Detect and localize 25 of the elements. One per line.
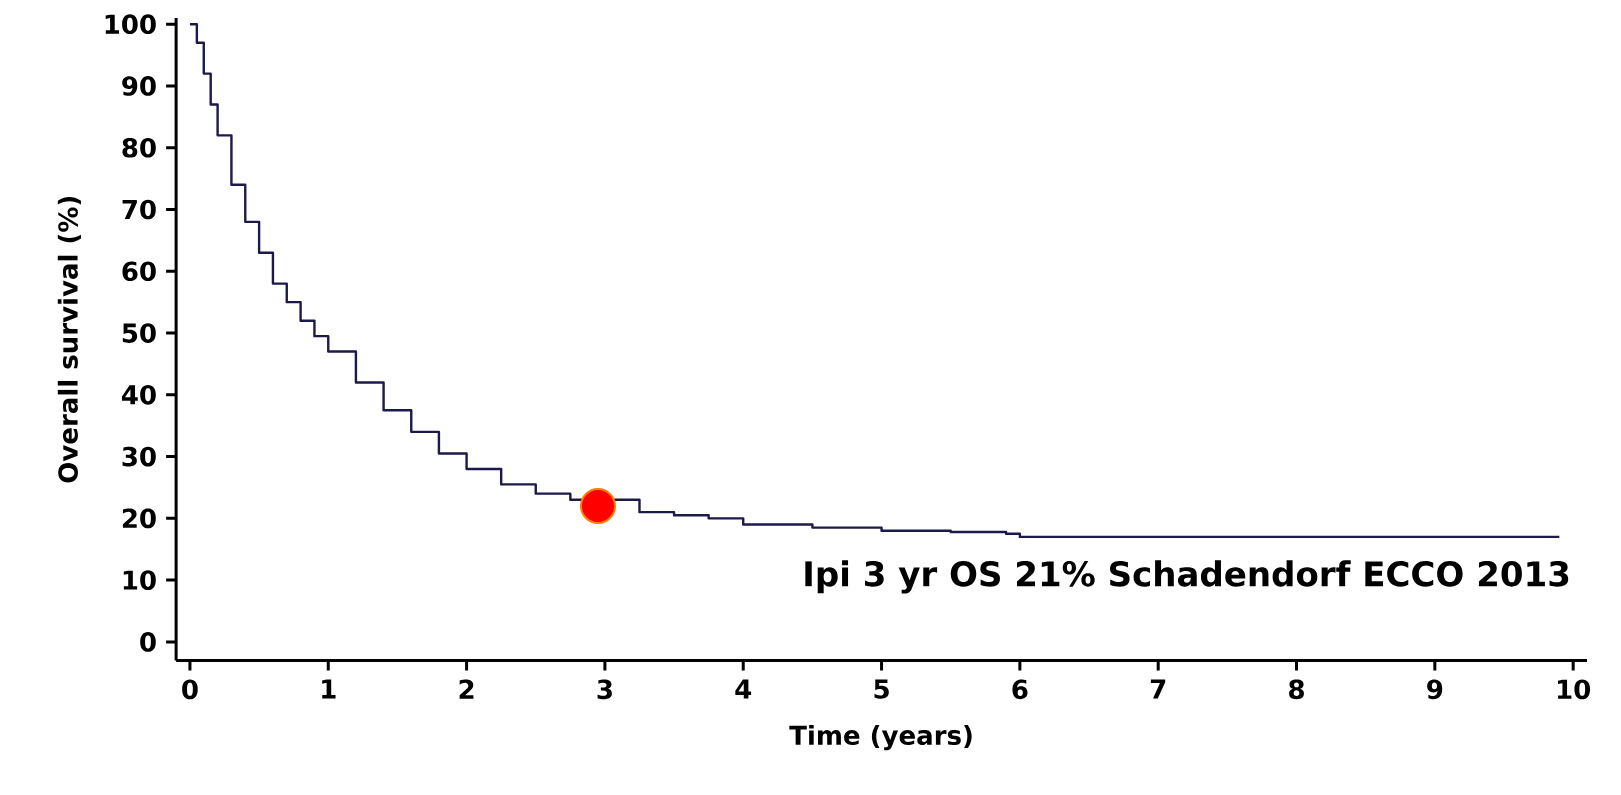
x-tick-label: 8: [1289, 679, 1304, 700]
y-tick-label: 80: [122, 138, 156, 158]
y-tick-label: 100: [105, 14, 156, 35]
y-tick-label: 50: [122, 323, 156, 344]
x-tick-label: 10: [1558, 679, 1591, 700]
x-axis-title: Time (years): [789, 725, 972, 751]
x-tick-label: 0: [182, 679, 198, 700]
y-tick-label: 30: [122, 446, 156, 467]
y-tick-label: 60: [122, 261, 156, 282]
y-axis-title: Overall survival (%): [57, 197, 81, 483]
x-tick-label: 1: [322, 679, 336, 699]
x-tick-label: 2: [459, 679, 474, 700]
x-tick-label: 7: [1150, 679, 1166, 699]
annotation: Ipi 3 yr OS 21% Schadendorf ECCO 2013: [805, 560, 1569, 594]
x-tick-label: 3: [597, 679, 612, 700]
x-tick-label: 4: [735, 679, 752, 699]
y-tick-label: 0: [140, 632, 156, 652]
x-tick-label: 9: [1427, 679, 1443, 700]
y-tick-label: 90: [122, 76, 156, 97]
x-tick-label: 6: [1012, 679, 1028, 700]
y-tick-label: 20: [122, 508, 156, 529]
y-tick-label: 40: [121, 385, 156, 405]
x-tick-label: 5: [874, 679, 889, 700]
y-tick-label: 10: [123, 570, 156, 591]
y-tick-label: 70: [122, 199, 156, 220]
